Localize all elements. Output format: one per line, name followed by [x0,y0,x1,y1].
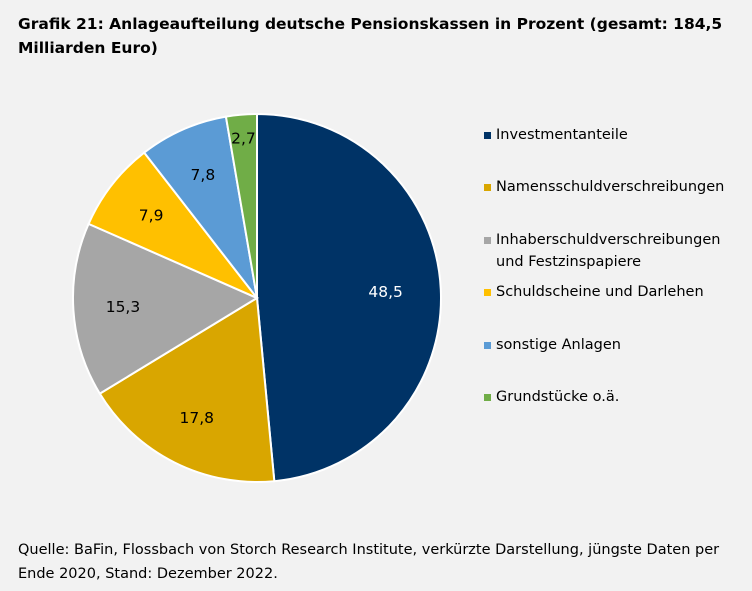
legend-swatch [484,289,491,296]
legend-item-namensschuldverschreibungen: Namensschuldverschreibungen [484,176,744,198]
legend-label: Schuldscheine und Darlehen [496,284,704,300]
data-label-0: 48,5 [368,283,403,301]
data-label-4: 7,8 [191,166,216,184]
data-label-2: 15,3 [106,298,141,316]
legend-swatch [484,132,491,139]
legend-swatch [484,342,491,349]
source-note: Quelle: BaFin, Flossbach von Storch Rese… [18,542,720,582]
pie-slice-2 [72,222,260,396]
legend-item-schuldscheine: Schuldscheine und Darlehen [484,281,744,303]
data-label-5: 2,7 [231,129,256,147]
legend-label: Investmentanteile [496,127,628,143]
chart-title: Grafik 21: Anlageaufteilung deutsche Pen… [18,15,723,57]
legend-item-inhaberschuldverschreibungen: Inhaberschuldverschreibungen und Festzin… [484,229,744,273]
pie-slice-5 [224,112,258,299]
legend-swatch [484,237,491,244]
legend-swatch [484,394,491,401]
pie-slice-3 [87,151,258,299]
legend-item-investmentanteile: Investmentanteile [484,124,744,146]
legend-item-grundstuecke: Grundstücke o.ä. [484,386,744,408]
legend-swatch [484,184,491,191]
data-label-3: 7,9 [139,206,164,224]
data-label-1: 17,8 [180,409,215,427]
legend-label: Grundstücke o.ä. [496,389,620,405]
legend-item-sonstige-anlagen: sonstige Anlagen [484,334,744,356]
legend-label: Namensschuldverschreibungen [496,179,725,195]
pie-slice-1 [98,296,276,483]
pie-slice-0 [256,112,442,483]
legend-label: Inhaberschuldverschreibungen und Festzin… [496,232,721,270]
legend-label: sonstige Anlagen [496,337,621,353]
